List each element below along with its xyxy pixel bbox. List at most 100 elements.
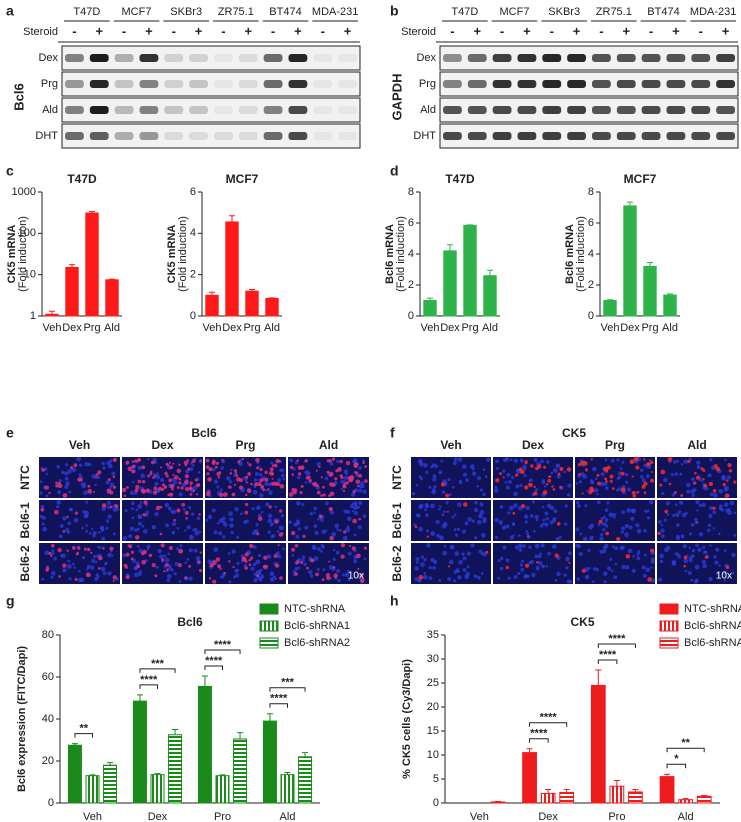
nucleus (637, 549, 641, 554)
blot-band (691, 132, 711, 140)
column-label: Dex (522, 438, 544, 452)
nucleus (301, 558, 305, 562)
x-tick-label: Pro (608, 811, 625, 822)
signal-spot (245, 481, 248, 484)
nucleus (336, 459, 340, 464)
nucleus (411, 491, 416, 496)
nucleus (229, 523, 234, 528)
nucleus (594, 488, 599, 493)
bar (463, 224, 477, 317)
nucleus (596, 493, 599, 496)
nucleus (458, 559, 463, 565)
signal-spot (109, 546, 114, 551)
signal-spot (109, 490, 114, 495)
nucleus (255, 559, 261, 565)
cell-line-label: MCF7 (500, 6, 530, 18)
nucleus (228, 480, 233, 484)
nucleus (544, 511, 549, 516)
nucleus (698, 532, 704, 537)
y-tick-label: 40 (42, 713, 54, 725)
nucleus (544, 522, 549, 527)
signal-spot (502, 476, 505, 479)
nucleus (424, 513, 429, 518)
blot-band (114, 106, 134, 114)
nucleus (184, 529, 187, 532)
panel-label: b (390, 3, 399, 19)
error-bar (613, 779, 620, 787)
y-tick-label: 20 (42, 755, 54, 767)
signal-spot (348, 544, 351, 547)
nucleus (178, 492, 183, 497)
nucleus (696, 460, 701, 465)
signal-spot (542, 490, 548, 495)
nucleus (41, 522, 45, 526)
signal-spot (590, 458, 593, 461)
nucleus (353, 505, 358, 511)
nucleus (139, 501, 143, 504)
signal-spot (197, 483, 201, 486)
column-label: Prg (235, 438, 255, 452)
blot-band (65, 132, 84, 140)
error-bar (427, 297, 433, 301)
nucleus (641, 478, 646, 483)
nucleus (252, 489, 258, 495)
nuclei (575, 543, 656, 584)
nucleus (251, 507, 255, 511)
nucleus (189, 466, 194, 472)
nucleus (596, 500, 601, 505)
nucleus (613, 516, 616, 519)
cell-line-label: T47D (73, 6, 100, 18)
nucleus (122, 536, 127, 541)
nuclei (411, 457, 491, 497)
nucleus (624, 532, 629, 538)
nucleus (645, 567, 651, 573)
nucleus (590, 523, 595, 528)
error-bar (647, 262, 653, 267)
signal-spot (244, 510, 249, 515)
nucleus (329, 510, 335, 515)
nucleus (552, 518, 556, 523)
nucleus (479, 502, 484, 507)
nucleus (701, 502, 706, 508)
nucleus (228, 580, 232, 584)
nucleus (701, 559, 706, 564)
nuclei (575, 457, 652, 496)
nucleus (600, 533, 603, 537)
significance-label: **** (608, 633, 626, 645)
nucleus (556, 474, 561, 479)
signal-spot (306, 566, 309, 570)
nucleus (442, 550, 447, 556)
nucleus (39, 480, 43, 484)
treatment-sign: - (649, 23, 653, 38)
signal-spot (712, 489, 717, 493)
nucleus (534, 543, 540, 549)
nucleus (564, 504, 568, 508)
nucleus (473, 507, 479, 513)
signal-spot (635, 465, 640, 470)
signal-spot (112, 457, 117, 462)
nucleus (614, 562, 618, 566)
signal-spot (223, 571, 226, 575)
nucleus (44, 550, 50, 556)
signal-spot (77, 546, 81, 550)
signal-spot (217, 564, 222, 569)
signal-spot (414, 525, 418, 529)
nucleus (267, 513, 273, 519)
nucleus (603, 482, 608, 486)
signal-spot (722, 482, 726, 487)
error-bar (266, 713, 273, 722)
signal (581, 548, 655, 582)
cell-line-label: BT474 (647, 6, 679, 18)
nucleus (58, 479, 62, 483)
signal-spot (319, 514, 323, 519)
nucleus (604, 458, 608, 462)
nucleus (313, 506, 318, 511)
nucleus (100, 528, 105, 532)
nucleus (568, 551, 572, 556)
nucleus (454, 551, 460, 556)
nucleus (73, 518, 79, 523)
signal-spot (50, 554, 53, 558)
nucleus (81, 555, 86, 560)
signal-spot (643, 491, 647, 495)
nucleus (292, 570, 297, 574)
